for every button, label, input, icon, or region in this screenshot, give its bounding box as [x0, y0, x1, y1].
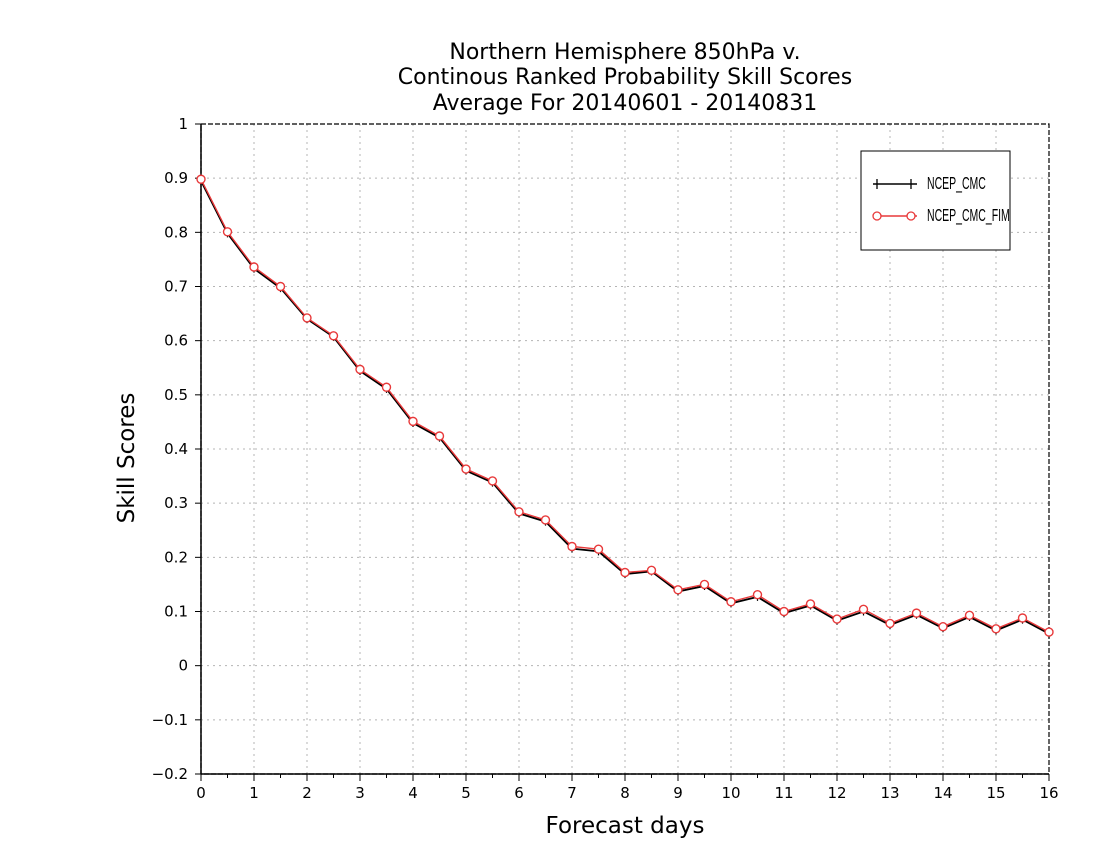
legend: NCEP_CMC NCEP_CMC_FIM: [860, 150, 1011, 251]
grid-lines: [201, 124, 1049, 774]
x-tick-label-7: 7: [567, 784, 577, 802]
x-tick-label-2: 2: [302, 784, 312, 802]
data-point: [487, 476, 498, 486]
chart-title-line-1: Northern Hemisphere 850hPa v.: [449, 40, 800, 65]
x-tick-label-14: 14: [933, 784, 952, 802]
y-tick-label-1: 1: [178, 115, 188, 133]
x-tick-label-10: 10: [721, 784, 740, 802]
data-point: [222, 227, 233, 237]
legend-marker: [872, 211, 882, 221]
data-point: [567, 541, 577, 552]
y-tick-label-0.5: 0.5: [164, 386, 188, 404]
x-tick-label-11: 11: [774, 784, 793, 802]
legend-entry-ncep-cmc-fim: NCEP_CMC_FIM: [872, 206, 1010, 226]
legend-marker: [876, 179, 912, 189]
series-ncep-cmc-fim: [196, 174, 1054, 637]
data-point: [514, 507, 524, 517]
x-tick-label-1: 1: [249, 784, 259, 802]
y-tick-label-0.1: 0.1: [164, 603, 188, 621]
x-tick-label-0: 0: [196, 784, 206, 802]
data-point: [1044, 627, 1054, 637]
data-point: [434, 431, 445, 441]
x-tick-label-4: 4: [408, 784, 418, 802]
x-tick-label-13: 13: [880, 784, 899, 802]
x-tick-label-12: 12: [827, 784, 846, 802]
data-point: [805, 599, 816, 609]
legend-label-ncep-cmc-fim: NCEP_CMC_FIM: [927, 206, 1010, 225]
data-point: [911, 608, 922, 618]
data-point: [593, 544, 604, 554]
data-point: [540, 515, 551, 525]
data-point: [1017, 613, 1028, 623]
data-point: [779, 606, 789, 617]
y-tick-label-0.8: 0.8: [164, 223, 188, 241]
data-point: [752, 590, 763, 600]
data-point: [461, 464, 471, 474]
x-tick-label-8: 8: [620, 784, 630, 802]
y-tick-label--0.1: −0.1: [152, 711, 188, 729]
legend-entry-ncep-cmc: NCEP_CMC: [873, 174, 986, 194]
y-axis-label: Skill Scores: [114, 393, 140, 524]
data-point: [673, 585, 683, 595]
data-point: [408, 416, 418, 427]
x-axis-label: Forecast days: [546, 813, 705, 839]
x-tick-label-15: 15: [986, 784, 1005, 802]
data-point: [858, 604, 869, 615]
data-point: [699, 579, 710, 590]
legend-marker: [906, 211, 916, 221]
x-tick-label-5: 5: [461, 784, 471, 802]
data-point: [991, 624, 1001, 634]
legend-label-ncep-cmc: NCEP_CMC: [927, 174, 986, 193]
data-point: [726, 597, 736, 607]
y-tick-label-0: 0: [178, 657, 188, 675]
data-point: [355, 364, 365, 375]
data-point: [832, 614, 842, 624]
data-point: [249, 262, 259, 272]
legend-box: [860, 150, 1011, 251]
data-point: [885, 618, 895, 629]
data-point: [938, 621, 948, 632]
y-axis-ticks: −0.2 −0.1 0 0.1 0.2 0.3 0.4 0.5 0.6 0.7 0.8 0.9 1: [152, 115, 201, 783]
data-point: [646, 565, 657, 576]
y-tick-label-0.3: 0.3: [164, 494, 188, 512]
data-point: [196, 174, 206, 184]
x-axis-ticks: 0 1 2 3 4 5 6 7 8 9 10 11 12 13 14 15 16: [196, 774, 1059, 802]
data-point: [381, 382, 392, 392]
data-point: [302, 313, 312, 323]
data-series: [196, 174, 1054, 638]
y-tick-label-0.2: 0.2: [164, 548, 188, 566]
data-point: [964, 610, 975, 620]
chart-title: Northern Hemisphere 850hPa v. Continous …: [398, 40, 852, 116]
y-tick-label--0.2: −0.2: [152, 765, 188, 783]
x-tick-label-16: 16: [1039, 784, 1058, 802]
chart-title-line-2: Continous Ranked Probability Skill Score…: [398, 65, 852, 90]
x-tick-label-3: 3: [355, 784, 365, 802]
y-tick-label-0.6: 0.6: [164, 332, 188, 350]
x-tick-label-6: 6: [514, 784, 524, 802]
x-tick-label-9: 9: [673, 784, 683, 802]
data-point: [275, 281, 286, 292]
data-point: [620, 567, 630, 578]
y-tick-label-0.7: 0.7: [164, 278, 188, 296]
data-point: [328, 331, 339, 341]
y-tick-label-0.4: 0.4: [164, 440, 188, 458]
y-tick-label-0.9: 0.9: [164, 169, 188, 187]
chart-title-line-3: Average For 20140601 - 20140831: [433, 91, 818, 116]
